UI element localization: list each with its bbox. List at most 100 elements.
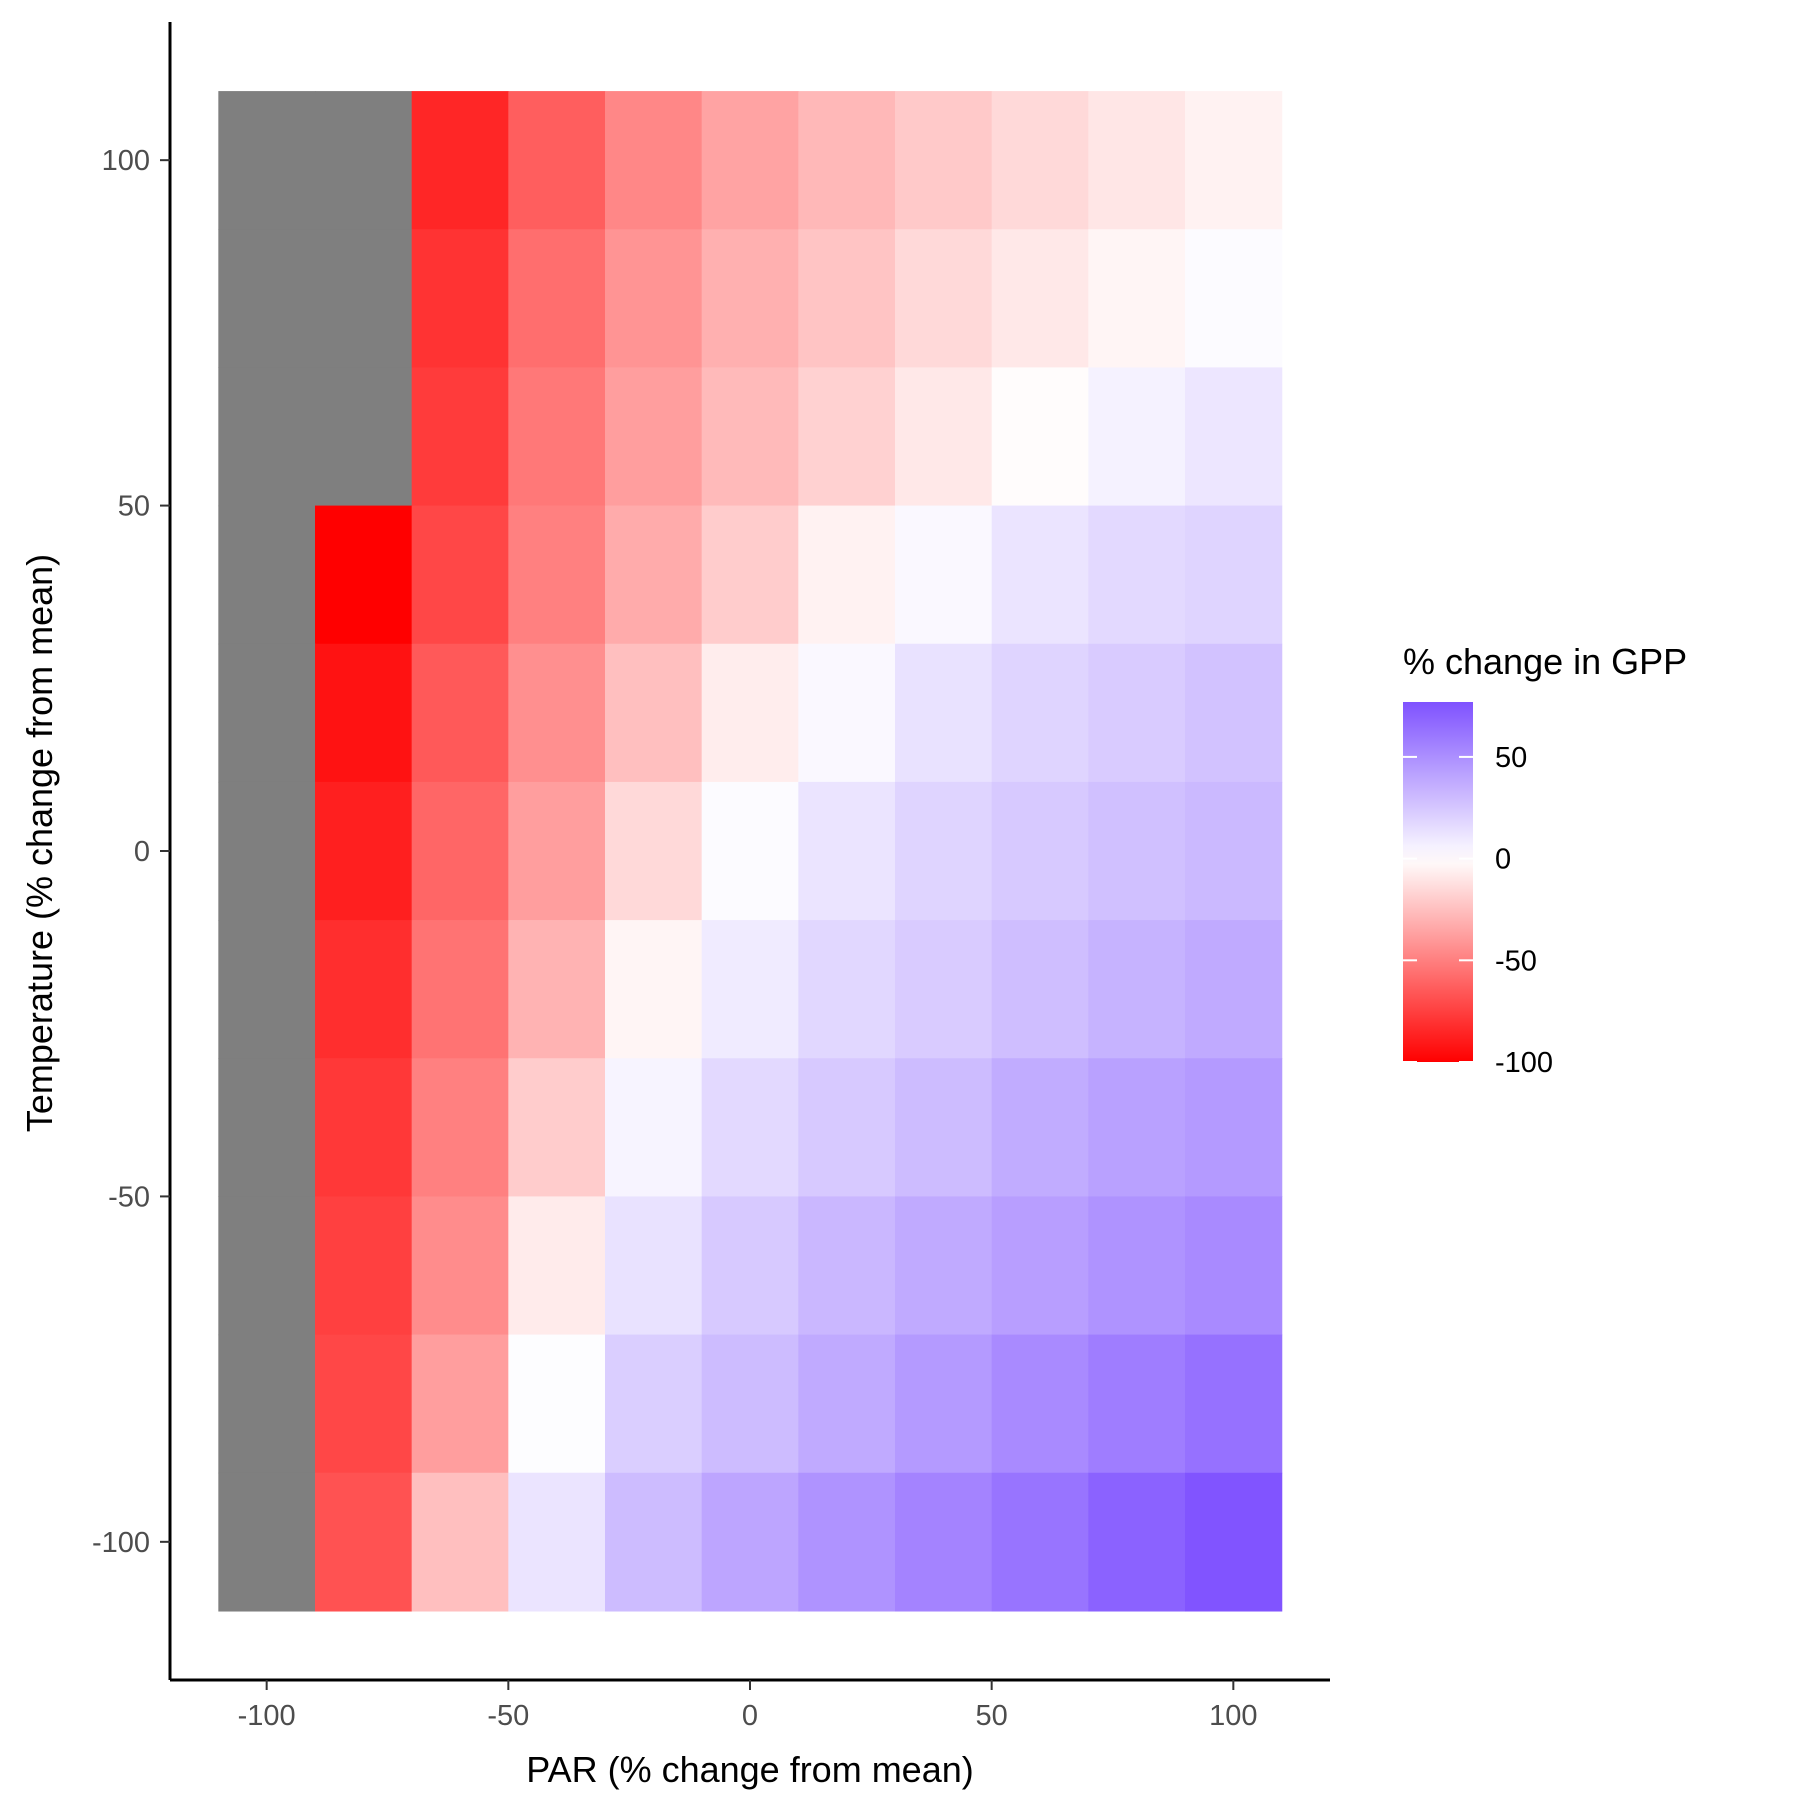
heatmap-cell <box>315 505 413 645</box>
heatmap-cell <box>798 643 896 783</box>
heatmap-cell <box>895 505 993 645</box>
heatmap-cell <box>605 1472 703 1612</box>
heatmap-cell <box>798 1334 896 1474</box>
heatmap-cell <box>701 367 799 507</box>
heatmap-cell <box>315 1334 413 1474</box>
heatmap-cell <box>411 1196 509 1336</box>
y-tick-label: -100 <box>92 1527 150 1559</box>
heatmap-cell <box>798 505 896 645</box>
heatmap-cell <box>508 1472 606 1612</box>
heatmap-cell <box>411 367 509 507</box>
legend-tick-label: 0 <box>1495 844 1511 876</box>
heatmap-cell <box>991 1058 1089 1198</box>
heatmap-cell <box>895 91 993 230</box>
legend-colorbar <box>1403 702 1473 1062</box>
y-axis-title: Temperature (% change from mean) <box>19 554 60 1132</box>
heatmap-cell <box>508 1058 606 1198</box>
heatmap-cell <box>411 920 509 1059</box>
heatmap-cell <box>895 920 993 1059</box>
heatmap-cell <box>991 1472 1089 1612</box>
heatmap-cell <box>1185 920 1283 1059</box>
heatmap-cell <box>1088 643 1186 783</box>
heatmap-cell <box>605 1058 703 1198</box>
heatmap-cell <box>991 1196 1089 1336</box>
heatmap-cell <box>411 505 509 645</box>
heatmap-cell <box>798 920 896 1059</box>
x-axis-title: PAR (% change from mean) <box>526 1749 974 1790</box>
heatmap-cell <box>508 643 606 783</box>
heatmap-cell <box>605 643 703 783</box>
heatmap-cell <box>1185 505 1283 645</box>
x-tick-label: 0 <box>742 1700 758 1732</box>
heatmap-cell <box>218 1058 316 1198</box>
heatmap-cell <box>701 91 799 230</box>
heatmap-cell <box>991 781 1089 921</box>
heatmap-cell <box>218 643 316 783</box>
x-tick-label: 50 <box>976 1700 1008 1732</box>
heatmap-cell <box>218 920 316 1059</box>
heatmap-cell <box>798 91 896 230</box>
heatmap-cell <box>315 643 413 783</box>
heatmap-cell <box>895 643 993 783</box>
heatmap-cell <box>1088 505 1186 645</box>
heatmap-cell <box>605 920 703 1059</box>
heatmap-cell <box>411 91 509 230</box>
heatmap-cell <box>508 1334 606 1474</box>
heatmap-cell <box>508 781 606 921</box>
heatmap-cell <box>605 1334 703 1474</box>
heatmap-cell <box>895 1334 993 1474</box>
y-tick-label: 50 <box>118 491 150 523</box>
heatmap-cell <box>991 920 1089 1059</box>
heatmap-cell <box>315 1058 413 1198</box>
heatmap-cell <box>218 781 316 921</box>
heatmap-cell <box>991 643 1089 783</box>
heatmap-cell <box>218 1334 316 1474</box>
heatmap-cell <box>895 1472 993 1612</box>
y-tick-label: -50 <box>108 1181 150 1213</box>
heatmap-cell <box>798 1058 896 1198</box>
heatmap-cell <box>411 643 509 783</box>
heatmap-cell <box>605 367 703 507</box>
heatmap-cell <box>315 91 413 230</box>
heatmap-cell <box>605 505 703 645</box>
heatmap-cell <box>508 1196 606 1336</box>
heatmap-cell <box>315 1196 413 1336</box>
heatmap-cell <box>605 1196 703 1336</box>
heatmap-cell <box>701 1196 799 1336</box>
heatmap-cell <box>508 920 606 1059</box>
heatmap-cell <box>1185 1058 1283 1198</box>
x-tick-label: -50 <box>487 1700 529 1732</box>
heatmap-cell <box>1088 1334 1186 1474</box>
heatmap-cell <box>1185 91 1283 230</box>
heatmap-cell <box>411 1472 509 1612</box>
heatmap-cell <box>701 505 799 645</box>
heatmap-cell <box>218 91 316 230</box>
heatmap-cell <box>895 781 993 921</box>
heatmap-cell <box>605 781 703 921</box>
heatmap-cell <box>315 781 413 921</box>
heatmap-cell <box>1185 367 1283 507</box>
heatmap-cell <box>1185 229 1283 369</box>
heatmap-cell <box>991 1334 1089 1474</box>
heatmap-cell <box>315 229 413 369</box>
heatmap-cell <box>701 920 799 1059</box>
legend-title: % change in GPP <box>1403 641 1687 682</box>
heatmap-cell <box>1088 229 1186 369</box>
legend-ticks: 50 0 -50 -100 <box>1403 742 1553 1079</box>
heatmap-cell <box>1088 1196 1186 1336</box>
heatmap-cell <box>701 1472 799 1612</box>
heatmap-cell <box>315 920 413 1059</box>
heatmap-cell <box>798 229 896 369</box>
heatmap-cell <box>895 229 993 369</box>
heatmap-cell <box>1185 1472 1283 1612</box>
heatmap-cell <box>798 1472 896 1612</box>
heatmap-cell <box>701 643 799 783</box>
heatmap-cell <box>218 1196 316 1336</box>
heatmap-cell <box>895 1196 993 1336</box>
heatmap-cell <box>218 505 316 645</box>
heatmap-cell <box>895 1058 993 1198</box>
heatmap-cell <box>218 367 316 507</box>
heatmap-cell <box>508 505 606 645</box>
